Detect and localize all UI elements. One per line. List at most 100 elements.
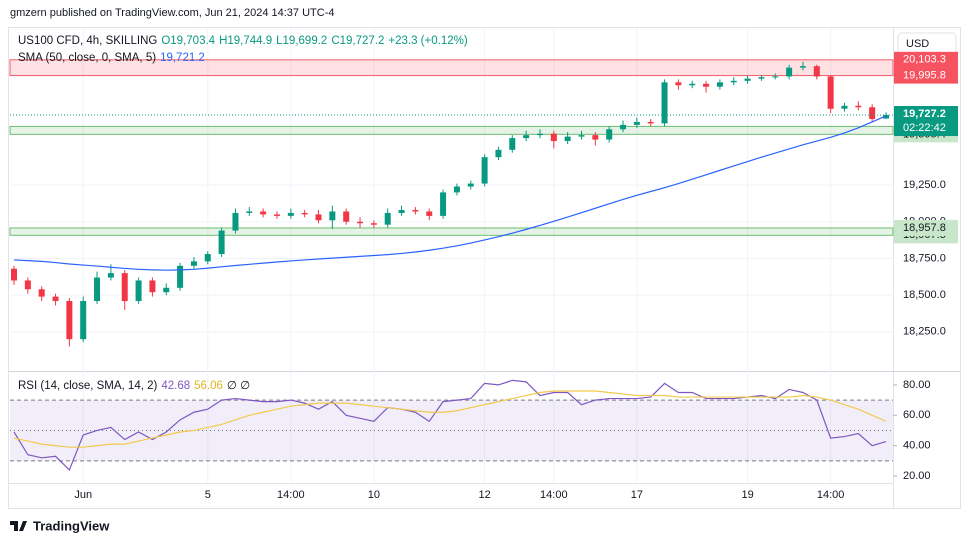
y-tick-label: 40.00 <box>903 440 931 452</box>
zone-tag <box>894 219 958 236</box>
candle-body <box>107 273 114 278</box>
rsi-band <box>10 400 893 461</box>
zone <box>9 125 894 135</box>
candle-body <box>689 83 696 86</box>
x-tick-label: 14:00 <box>540 489 568 501</box>
zone-tag-label: 19,995.8 <box>903 69 946 81</box>
candle-body <box>661 82 668 124</box>
sma-line <box>13 115 887 271</box>
ohlc-item: O19,703.4 <box>161 35 216 47</box>
candle-body <box>315 214 322 221</box>
sma-title: SMA (50, close, 0, SMA, 5) <box>18 52 157 64</box>
candle-body <box>786 67 793 77</box>
ohlc-item: C19,727.2 <box>331 35 385 47</box>
candle-body <box>204 254 211 262</box>
candle-body <box>24 280 31 290</box>
candle-body <box>592 135 599 140</box>
candle-body <box>675 82 682 86</box>
y-tick-label: 18,500.0 <box>903 289 946 301</box>
candle-body <box>564 136 571 142</box>
candle-body <box>703 83 710 87</box>
sma-legend: SMA (50, close, 0, SMA, 5) 19,721.2 <box>18 52 209 64</box>
last-price-label: 19,727.2 <box>903 108 946 120</box>
candle-body <box>301 212 308 215</box>
y-tick-label: 20.00 <box>903 470 931 482</box>
x-tick-label: 12 <box>478 489 490 501</box>
candle-body <box>246 211 253 213</box>
sma-value: 19,721.2 <box>160 52 205 64</box>
x-tick-label: 14:00 <box>817 489 845 501</box>
ohlc-item: H19,744.9 <box>219 35 273 47</box>
candle-body <box>453 186 460 193</box>
zone-tag-label: 18,957.8 <box>903 222 946 234</box>
zone-tag <box>894 51 958 68</box>
candle-body <box>633 121 640 125</box>
ohlc-item: +23.3 (+0.12%) <box>388 35 468 47</box>
candle-body <box>273 214 280 216</box>
candle-body <box>578 135 585 137</box>
candle-body <box>536 133 543 136</box>
series-line <box>13 390 887 448</box>
x-tick-label: 17 <box>631 489 643 501</box>
candle-body <box>370 223 377 225</box>
candle-body <box>855 105 862 108</box>
candle-body <box>66 301 73 340</box>
candle-body <box>343 211 350 222</box>
x-tick-label: 10 <box>368 489 380 501</box>
currency-label[interactable]: USD <box>906 38 929 50</box>
candle-body <box>94 277 101 302</box>
rsi-value: 42.68 <box>161 380 191 392</box>
y-tick-label: 80.00 <box>903 379 931 391</box>
candle-body <box>218 230 225 255</box>
candle-body <box>135 280 142 302</box>
candle-body <box>80 301 87 340</box>
candle-body <box>440 192 447 216</box>
x-tick-label: 5 <box>205 489 211 501</box>
candle-body <box>606 129 613 140</box>
rsi-title: RSI (14, close, SMA, 14, 2) <box>18 380 158 392</box>
candle-body <box>260 211 267 215</box>
last-price-tag <box>894 106 958 137</box>
candle-body <box>121 273 128 302</box>
candle-body <box>620 124 627 130</box>
countdown-label: 02:22:42 <box>903 122 946 134</box>
candle-body <box>190 261 197 266</box>
candle-body <box>177 265 184 288</box>
rsi-extra: ∅ ∅ <box>226 380 251 392</box>
candle-body <box>11 268 17 281</box>
candle-body <box>481 157 488 184</box>
candle-body <box>550 133 557 142</box>
candle-body <box>869 107 876 120</box>
publish-header: gmzern published on TradingView.com, Jun… <box>10 7 335 19</box>
candle-body <box>52 296 59 302</box>
candle-body <box>772 76 779 78</box>
candle-body <box>813 66 820 77</box>
candle-body <box>357 221 364 224</box>
candle-body <box>232 212 239 231</box>
candle-body <box>426 211 433 216</box>
symbol-title: US100 CFD, 4h, SKILLING <box>18 35 158 47</box>
y-tick-label: 19,250.0 <box>903 179 946 191</box>
footer-brand: TradingView <box>33 518 110 533</box>
ohlc-item: L19,699.2 <box>276 35 328 47</box>
candle-body <box>149 280 156 293</box>
y-tick-label: 18,250.0 <box>903 326 946 338</box>
candle-body <box>412 210 419 212</box>
candle-body <box>287 212 294 216</box>
main-legend: US100 CFD, 4h, SKILLING O19,703.4 H19,744.… <box>18 35 476 47</box>
candle-body <box>509 138 516 150</box>
candle-body <box>841 105 848 109</box>
candle-body <box>398 210 405 213</box>
rsi-legend: RSI (14, close, SMA, 14, 2) 42.68 56.06 ∅ ∅ <box>18 378 254 392</box>
candle-body <box>744 78 751 81</box>
candle-body <box>827 76 834 109</box>
zone <box>9 59 894 77</box>
candle-body <box>799 66 806 68</box>
candle-body <box>523 135 530 139</box>
candle-body <box>384 212 391 225</box>
zone <box>9 227 894 236</box>
candle-body <box>38 289 45 297</box>
candle-body <box>163 287 170 293</box>
